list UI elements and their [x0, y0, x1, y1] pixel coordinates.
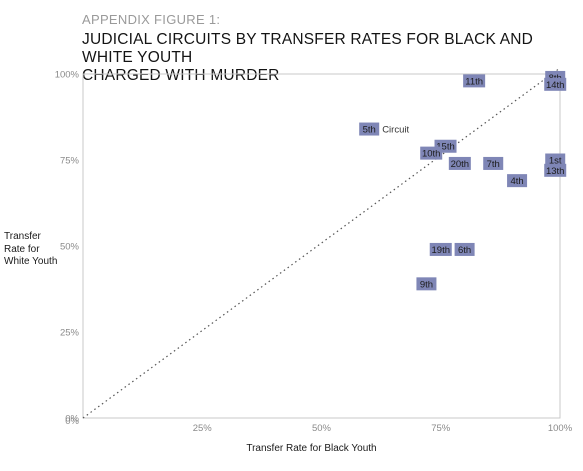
data-point-marker — [483, 156, 504, 170]
data-point-marker — [544, 77, 567, 91]
data-point-marker — [544, 163, 567, 177]
data-point-marker — [545, 153, 566, 167]
data-point-label: 11th — [465, 76, 483, 87]
data-point-label: 13th — [546, 166, 565, 177]
data-point-marker — [416, 277, 437, 291]
data-point-marker — [507, 174, 528, 188]
x-tick-label: 75% — [431, 423, 451, 434]
y-tick-label: 50% — [60, 242, 80, 253]
chart-title: JUDICIAL CIRCUITS BY TRANSFER RATES FOR … — [82, 31, 562, 85]
x-axis-label-wrap: Transfer Rate for Black Youth — [0, 443, 583, 454]
plot-frame — [82, 73, 561, 419]
data-point-label: 10th — [422, 149, 441, 160]
y-tick-label: 0% — [65, 414, 79, 425]
x-tick-label: 50% — [312, 423, 332, 434]
data-point-marker — [359, 122, 380, 136]
data-point-label: 5th — [363, 125, 376, 136]
data-point-label: 19th — [432, 245, 451, 256]
x-tick-label: 100% — [548, 423, 573, 434]
data-point-label: 4th — [510, 176, 523, 187]
data-point-marker — [454, 242, 475, 256]
data-point-label: 1st — [549, 156, 562, 167]
data-point-marker — [420, 146, 443, 160]
data-point-label: 6th — [458, 245, 471, 256]
data-point-marker — [448, 156, 471, 170]
data-point-label: 9th — [420, 279, 433, 290]
y-axis-label: Transfer Rate for White Youth — [4, 231, 57, 269]
x-axis-label: Transfer Rate for Black Youth — [246, 443, 377, 454]
data-point-label: 15th — [436, 142, 455, 153]
y-axis-label-line-1: Transfer — [4, 231, 41, 242]
figure-kicker: APPENDIX FIGURE 1: — [82, 12, 221, 27]
data-point-marker — [463, 74, 486, 88]
chart-title-line-1: JUDICIAL CIRCUITS BY TRANSFER RATES FOR … — [82, 31, 534, 66]
chart-title-line-2: CHARGED WITH MURDER — [82, 67, 280, 84]
y-axis-label-line-3: White Youth — [4, 256, 58, 267]
reference-diagonal-line — [82, 67, 561, 419]
data-point-marker — [429, 242, 452, 256]
point-annotation: Circuit — [382, 125, 409, 136]
y-axis-label-line-2: Rate for — [4, 243, 40, 255]
data-point-label: 14th — [546, 80, 565, 91]
origin-tick-label: 0% — [65, 416, 79, 427]
data-point-label: 20th — [451, 159, 470, 170]
x-tick-label: 25% — [193, 423, 213, 434]
y-tick-label: 75% — [60, 156, 80, 167]
y-tick-label: 100% — [55, 70, 80, 81]
y-tick-label: 25% — [60, 328, 80, 339]
data-point-label: 7th — [487, 159, 500, 170]
